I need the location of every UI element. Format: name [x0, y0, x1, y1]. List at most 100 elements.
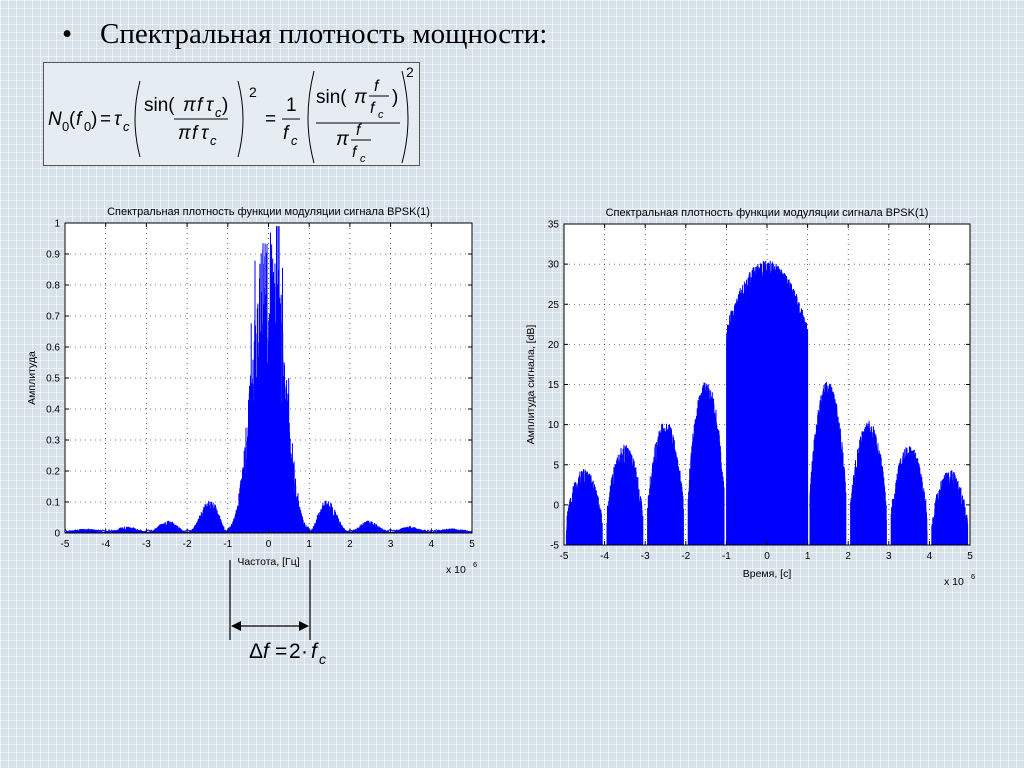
slide-title: Спектральная плотность мощности: — [100, 18, 548, 50]
big-paren-left-2 — [307, 70, 315, 164]
formula-tau: τ — [114, 109, 123, 130]
chart-1-ytick-label-4: 0.4 — [46, 405, 60, 416]
chart-2-spectrum-series — [565, 260, 969, 545]
chart-1-xtick-label-6: 1 — [306, 539, 312, 550]
formula-equals-1: = — [100, 109, 111, 130]
chart-2-xtick-label-2: -3 — [641, 551, 650, 562]
chart-1-xtick-label-2: -3 — [142, 539, 151, 550]
formula-denom-f: f — [356, 122, 362, 139]
formula-one: 1 — [286, 95, 297, 116]
formula-fc-f: f — [283, 123, 290, 144]
chart-2-ytick-label-2: 5 — [553, 460, 559, 471]
formula-N-sub: 0 — [62, 119, 69, 134]
chart-1-title: Спектральная плотность функции модуляции… — [107, 206, 430, 218]
formula-svg: N 0 ( f 0 ) = τ c sin( π f τ c ) π f τ c… — [48, 64, 414, 165]
chart-2-xlabel: Время, [с] — [743, 568, 792, 580]
formula-pi-3: π — [354, 87, 368, 108]
chart-2-title: Спектральная плотность функции модуляции… — [606, 207, 929, 219]
bandwidth-arrow-right — [299, 621, 309, 631]
chart-2-x-multiplier-exp: 6 — [971, 572, 975, 581]
formula-fc-sub: c — [291, 133, 298, 148]
formula-exp-2: 2 — [406, 64, 414, 80]
formula-equals-2: = — [265, 109, 276, 130]
chart-2-ytick-label-0: -5 — [550, 541, 559, 552]
chart-1-ytick-label-9: 0.9 — [46, 250, 60, 261]
chart-power-spectrum-linear: -5 -4 -3 -2 -1 0 1 2 3 4 5 0 0.1 0.2 0.3 0.4 0.5 0.6 0.7 0.… — [20, 195, 490, 595]
formula-close-paren-1: ) — [91, 109, 97, 130]
bullet: • — [62, 18, 73, 50]
formula-N: N — [48, 109, 62, 130]
delta-two: 2 — [289, 640, 301, 663]
chart-2-xtick-label-3: -2 — [681, 551, 690, 562]
chart-2-ytick-label-4: 15 — [548, 380, 560, 391]
chart-2-xtick-label-0: -5 — [560, 551, 569, 562]
chart-1-xlabel: Частота, [Гц] — [237, 556, 299, 568]
chart-1-xtick-label-5: 0 — [266, 539, 272, 550]
formula-pi-4: π — [336, 129, 350, 150]
formula-f-1: f — [197, 95, 204, 116]
chart-1-x-multiplier-exp: 6 — [473, 560, 477, 569]
formula-tau-2-sub: c — [215, 105, 222, 120]
chart-1-xtick-label-1: -4 — [101, 539, 110, 550]
chart-2-series-group — [565, 260, 969, 545]
formula-pi-1: π — [183, 95, 197, 116]
chart-2-xtick-label-6: 1 — [805, 551, 811, 562]
chart-1-ytick-label-10: 1 — [54, 219, 60, 230]
formula-tau-2: τ — [206, 95, 215, 116]
chart-1-xtick-label-0: -5 — [61, 539, 70, 550]
formula-sin: sin( — [144, 95, 175, 116]
chart-2-ytick-label-3: 10 — [548, 420, 560, 431]
chart-2-xtick-label-1: -4 — [600, 551, 609, 562]
formula-open-paren: ( — [69, 109, 76, 130]
formula-inner-f: f — [374, 78, 380, 95]
chart-1-ytick-label-3: 0.3 — [46, 436, 60, 447]
chart-1-ytick-label-6: 0.6 — [46, 343, 60, 354]
chart-1-xtick-label-4: -1 — [223, 539, 232, 550]
formula-close-paren-2: ) — [222, 95, 228, 116]
chart-2-x-multiplier: x 10 — [944, 576, 964, 588]
chart-2-xtick-label-10: 5 — [967, 551, 973, 562]
chart-power-spectrum-db: -5 -4 -3 -2 -1 0 1 2 3 4 5 -5 0 5 10 15 20 25 30 35 Спектрал… — [520, 200, 990, 595]
bandwidth-arrow-left — [231, 621, 241, 631]
big-paren-right-2 — [401, 70, 409, 164]
delta-dot: · — [301, 640, 308, 663]
chart-2-xtick-label-9: 4 — [927, 551, 933, 562]
formula-inner-fc: f — [370, 100, 376, 117]
bandwidth-annotation: Δ f = 2 · f c — [225, 560, 345, 670]
delta-symbol: Δ — [249, 640, 263, 663]
formula-f-2: f — [192, 123, 199, 144]
delta-fc: f — [311, 640, 319, 663]
chart-1-ytick-label-8: 0.8 — [46, 281, 60, 292]
chart-1-x-multiplier: x 10 — [446, 564, 466, 576]
chart-1-ytick-label-0: 0 — [54, 529, 60, 540]
chart-1-ytick-label-7: 0.7 — [46, 312, 60, 323]
chart-2-xtick-label-5: 0 — [764, 551, 770, 562]
bandwidth-svg: Δ f = 2 · f c — [229, 560, 326, 667]
chart-2-xtick-label-8: 3 — [886, 551, 892, 562]
formula-denom-fc-sub: c — [360, 153, 366, 165]
chart-1-svg: -5 -4 -3 -2 -1 0 1 2 3 4 5 0 0.1 0.2 0.3 0.4 0.5 0.6 0.7 0.… — [26, 206, 477, 576]
delta-equals: = — [275, 640, 287, 663]
chart-1-xtick-label-7: 2 — [347, 539, 353, 550]
formula-box: N 0 ( f 0 ) = τ c sin( π f τ c ) π f τ c… — [43, 62, 420, 166]
formula-inner-fc-sub: c — [378, 109, 384, 121]
delta-fc-sub: c — [319, 651, 326, 667]
chart-1-ytick-label-1: 0.1 — [46, 498, 60, 509]
big-paren-right-1 — [237, 80, 244, 158]
formula-f0-sub: 0 — [84, 119, 91, 134]
chart-1-xtick-label-10: 5 — [469, 539, 475, 550]
formula-close-paren-3: ) — [392, 87, 398, 108]
chart-2-xtick-label-4: -1 — [722, 551, 731, 562]
chart-1-xtick-label-8: 3 — [388, 539, 394, 550]
chart-1-ytick-label-2: 0.2 — [46, 467, 60, 478]
chart-2-svg: -5 -4 -3 -2 -1 0 1 2 3 4 5 -5 0 5 10 15 20 25 30 35 Спектрал… — [525, 207, 975, 588]
big-paren-left-1 — [134, 80, 141, 158]
formula-f0: f — [76, 109, 83, 130]
chart-2-ytick-label-6: 25 — [548, 300, 560, 311]
formula-tau-3-sub: c — [210, 133, 217, 148]
chart-1-xtick-label-9: 4 — [429, 539, 435, 550]
chart-2-ylabel: Амплитуда сигнала, [dB] — [525, 325, 537, 445]
chart-2-ytick-label-7: 30 — [548, 260, 560, 271]
formula-denom-fc: f — [352, 144, 358, 161]
formula-exp-1: 2 — [249, 84, 257, 100]
